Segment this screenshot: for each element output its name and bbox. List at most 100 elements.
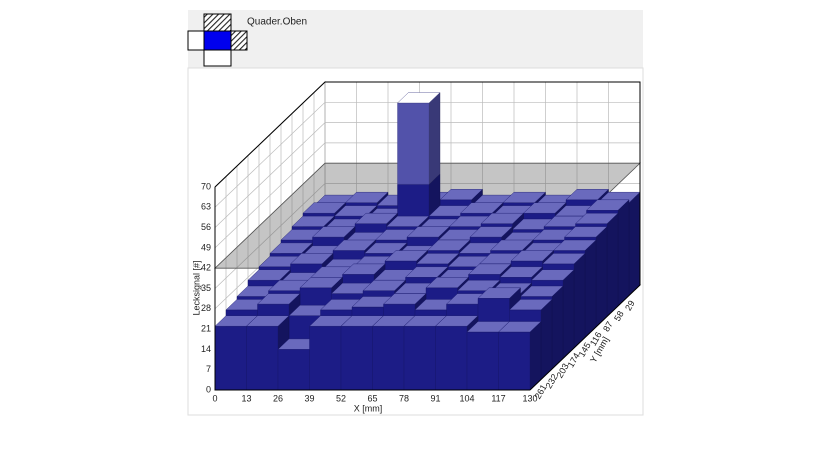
x-tick-label: 0 bbox=[212, 393, 217, 403]
bar-top bbox=[575, 212, 619, 224]
bar-top bbox=[290, 253, 334, 265]
z-tick-label: 21 bbox=[201, 323, 211, 333]
z-tick-label: 35 bbox=[201, 283, 211, 293]
bar-top bbox=[502, 191, 546, 203]
bar-front bbox=[397, 102, 430, 185]
bar-top bbox=[531, 269, 575, 281]
bar-top bbox=[565, 189, 609, 201]
x-tick-label: 13 bbox=[241, 393, 251, 403]
bar-front bbox=[214, 326, 247, 391]
bar-top bbox=[386, 215, 430, 227]
z-tick-label: 0 bbox=[206, 384, 211, 394]
bar-side bbox=[562, 269, 575, 359]
view-label: Quader.Oben bbox=[247, 17, 307, 28]
bar-side bbox=[584, 239, 597, 338]
x-tick-label: 91 bbox=[430, 393, 440, 403]
bar-top bbox=[416, 253, 460, 265]
y-tick-label: 87 bbox=[601, 320, 615, 334]
bar-side bbox=[540, 298, 553, 380]
bar-top bbox=[510, 250, 554, 262]
bar-front bbox=[466, 331, 499, 391]
bar-side bbox=[428, 92, 441, 185]
bar-top bbox=[312, 226, 356, 238]
bar-top bbox=[435, 315, 479, 327]
bar-top bbox=[342, 263, 386, 275]
view-left[interactable] bbox=[187, 30, 205, 51]
bar-top bbox=[302, 202, 346, 214]
bar-top bbox=[523, 202, 567, 214]
bar-top bbox=[477, 287, 521, 299]
bar-top bbox=[362, 280, 406, 291]
z-tick-label: 7 bbox=[206, 364, 211, 374]
bar-side bbox=[529, 321, 542, 391]
bar-top bbox=[269, 242, 313, 254]
bar-top bbox=[247, 269, 291, 281]
x-tick-label: 65 bbox=[367, 393, 377, 403]
x-tick-label: 117 bbox=[491, 393, 505, 403]
bar-top bbox=[406, 226, 450, 238]
bar-front bbox=[498, 331, 531, 391]
x-axis-label: X [mm] bbox=[354, 403, 383, 413]
bar-top bbox=[354, 212, 398, 224]
view-front[interactable] bbox=[203, 30, 232, 51]
bar-side bbox=[573, 252, 586, 349]
bar-top bbox=[542, 253, 586, 265]
bar-side bbox=[551, 285, 564, 370]
bar-front bbox=[277, 349, 310, 391]
bar-top bbox=[246, 315, 290, 327]
bar-top bbox=[439, 189, 483, 201]
view-selector[interactable] bbox=[187, 13, 248, 67]
bar-top bbox=[299, 277, 343, 288]
bar-top bbox=[586, 199, 630, 211]
z-axis-label: Lecksignal [#] bbox=[191, 260, 201, 315]
bar bbox=[498, 321, 542, 391]
bar-front bbox=[309, 326, 342, 391]
bar-top bbox=[405, 266, 449, 278]
x-tick-label: 26 bbox=[273, 393, 283, 403]
bar-top bbox=[553, 239, 597, 251]
bar-top bbox=[480, 212, 524, 224]
bar-top bbox=[291, 215, 335, 227]
y-tick-label: 29 bbox=[623, 299, 637, 313]
bar-side bbox=[606, 212, 619, 317]
bar-top bbox=[384, 250, 428, 262]
bar-top bbox=[509, 299, 553, 311]
bar-top bbox=[520, 285, 564, 297]
bar-top bbox=[460, 202, 504, 214]
bar-top bbox=[490, 239, 534, 251]
bar-top bbox=[257, 293, 301, 305]
bar-front bbox=[372, 326, 405, 391]
bar-top bbox=[564, 226, 608, 238]
bar-front bbox=[403, 326, 436, 391]
view-right[interactable] bbox=[230, 30, 248, 51]
bar-top bbox=[427, 239, 471, 251]
bar-top bbox=[397, 92, 441, 104]
x-tick-label: 130 bbox=[522, 393, 537, 403]
view-top[interactable] bbox=[203, 13, 232, 32]
z-tick-label: 28 bbox=[201, 303, 211, 313]
bar-side bbox=[628, 191, 641, 296]
bar-top bbox=[383, 293, 427, 305]
bar-top bbox=[499, 266, 543, 278]
bar-top bbox=[468, 263, 512, 275]
x-tick-label: 52 bbox=[336, 393, 346, 403]
bar-front bbox=[340, 326, 373, 391]
bar-top bbox=[425, 277, 469, 288]
bar-top bbox=[498, 321, 542, 333]
z-tick-label: 56 bbox=[201, 222, 211, 232]
toolbar-panel bbox=[188, 10, 643, 68]
bar-top bbox=[332, 239, 376, 251]
z-tick-label: 14 bbox=[201, 344, 211, 354]
x-tick-label: 78 bbox=[399, 393, 409, 403]
z-tick-label: 63 bbox=[201, 202, 211, 212]
bar-front bbox=[435, 326, 468, 391]
z-tick-label: 49 bbox=[201, 242, 211, 252]
z-tick-label: 42 bbox=[201, 263, 211, 273]
x-tick-label: 104 bbox=[459, 393, 474, 403]
x-tick-label: 39 bbox=[304, 393, 314, 403]
z-tick-label: 70 bbox=[201, 181, 211, 191]
view-bottom[interactable] bbox=[203, 49, 232, 67]
bar-side bbox=[595, 226, 608, 328]
